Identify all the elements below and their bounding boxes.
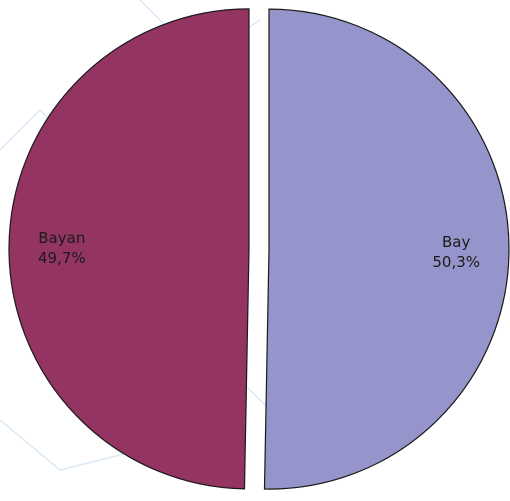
slice-label-bayan: Bayan [38, 229, 85, 247]
slice-value-bayan: 49,7% [38, 249, 86, 267]
pie-labels: Bay 50,3% Bayan 49,7% [38, 229, 480, 271]
slice-value-bay: 50,3% [432, 253, 480, 271]
pie-slices [8, 8, 510, 490]
pie-slice-bay [263, 8, 510, 490]
slice-label-bay: Bay [442, 233, 470, 251]
pie-slice-bayan [8, 8, 250, 490]
decorative-line [0, 419, 141, 471]
